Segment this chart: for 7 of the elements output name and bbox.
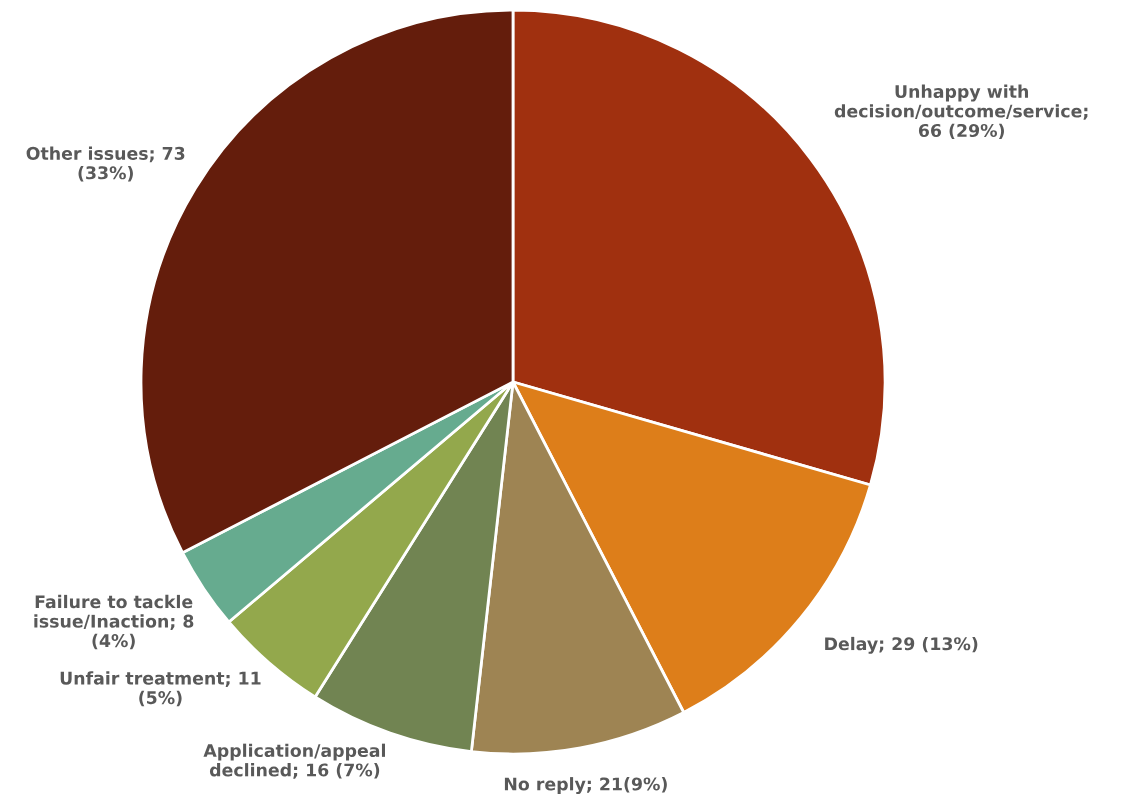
slice-label: Other issues; 73 (33%) (26, 146, 185, 182)
slice-label: Delay; 29 (13%) (825, 636, 978, 654)
slice-label: Application/appeal declined; 16 (7%) (203, 743, 385, 779)
slice-label: No reply; 21(9%) (504, 777, 667, 795)
slice-label: Failure to tackle issue/Inaction; 8 (4%) (34, 594, 194, 650)
slice-label: Unhappy with decision/outcome/service; 66 (29%) (834, 84, 1088, 140)
slice-label: Unfair treatment; 11 (5%) (60, 671, 261, 707)
